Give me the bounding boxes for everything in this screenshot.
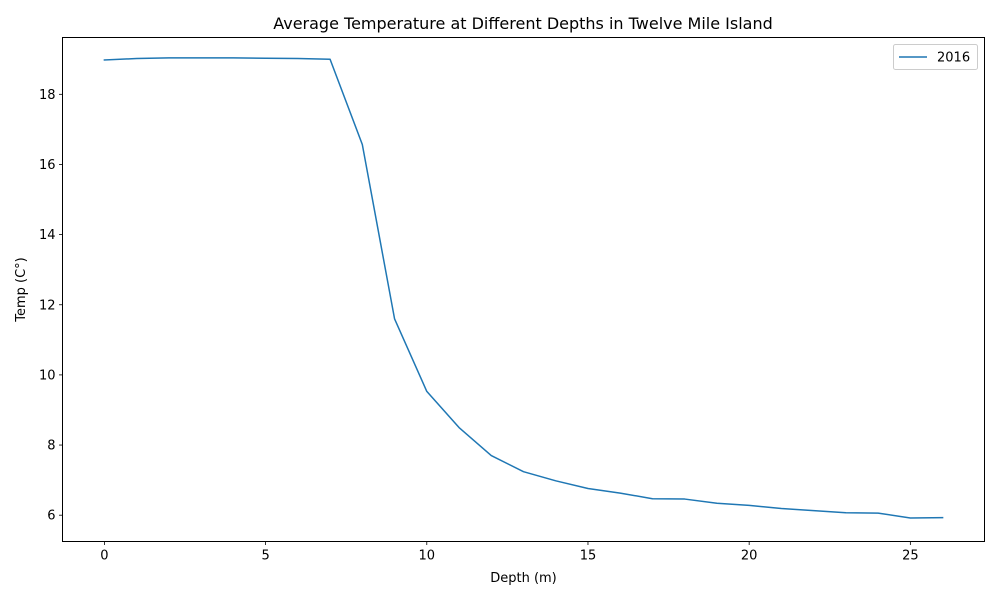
y-tick-label: 12: [39, 298, 56, 313]
legend-label-2016: 2016: [937, 51, 970, 66]
series-line-2016: [103, 57, 944, 519]
y-tick-label: 6: [47, 509, 55, 524]
x-tick-label: 15: [580, 549, 597, 564]
y-axis-label: Temp (C°): [14, 257, 29, 323]
x-tick-label: 10: [419, 549, 436, 564]
x-tick-label: 5: [261, 549, 269, 564]
y-tick-label: 10: [39, 368, 56, 383]
x-axis-label: Depth (m): [490, 571, 557, 586]
x-tick-label: 0: [100, 549, 108, 564]
legend: 2016: [893, 44, 978, 70]
y-tick-label: 16: [39, 158, 56, 173]
x-tick-label: 20: [741, 549, 758, 564]
legend-box: [893, 44, 978, 70]
chart-title: Average Temperature at Different Depths …: [273, 14, 773, 33]
plot-frame: [62, 37, 985, 542]
x-tick-label: 25: [902, 549, 919, 564]
y-tick-label: 18: [39, 88, 56, 103]
y-tick-label: 8: [47, 439, 55, 454]
y-tick-label: 14: [39, 228, 56, 243]
